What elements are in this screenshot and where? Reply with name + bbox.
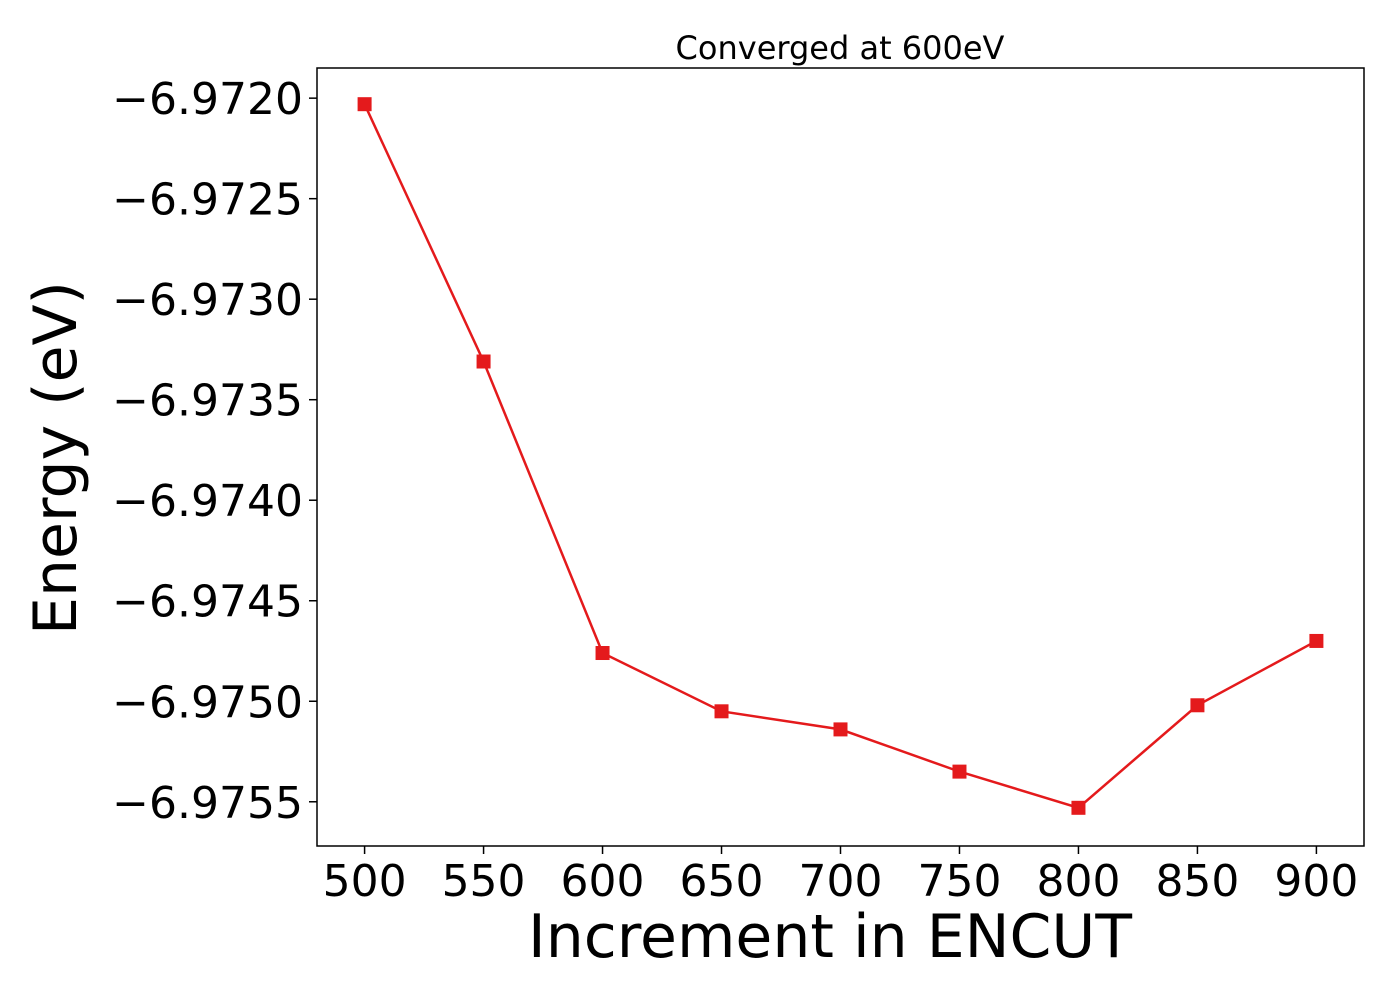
y-tick-label: −6.9755 xyxy=(112,778,303,829)
y-axis-label: Energy (eV) xyxy=(21,281,91,635)
y-axis: −6.9720 −6.9725 −6.9730 −6.9735 −6.9740 −6.97… xyxy=(112,74,317,829)
data-point xyxy=(1071,800,1086,815)
y-tick-label: −6.9750 xyxy=(112,677,303,728)
data-point xyxy=(1309,633,1324,648)
data-point xyxy=(595,646,610,661)
x-tick-label: 750 xyxy=(917,856,1001,907)
data-point xyxy=(833,722,848,737)
data-point xyxy=(357,97,372,112)
chart-title: Converged at 600eV xyxy=(676,29,1005,67)
x-tick-label: 500 xyxy=(323,856,407,907)
series-line xyxy=(363,103,1318,810)
y-tick-label: −6.9735 xyxy=(112,376,303,427)
data-point xyxy=(714,704,729,719)
x-tick-label: 700 xyxy=(799,856,883,907)
x-tick-label: 550 xyxy=(442,856,526,907)
x-axis-label: Increment in ENCUT xyxy=(528,902,1132,972)
plot-area xyxy=(316,67,1365,847)
x-axis: 500 550 600 650 700 750 800 850 900 xyxy=(323,846,1358,907)
x-tick-label: 650 xyxy=(680,856,764,907)
y-tick-label: −6.9745 xyxy=(112,577,303,628)
data-point xyxy=(952,764,967,779)
y-tick-label: −6.9720 xyxy=(112,74,303,125)
x-tick-label: 600 xyxy=(561,856,645,907)
y-tick-label: −6.9725 xyxy=(112,175,303,226)
y-tick-label: −6.9740 xyxy=(112,476,303,527)
data-point xyxy=(1190,698,1205,713)
x-tick-label: 900 xyxy=(1274,856,1358,907)
y-tick-label: −6.9730 xyxy=(112,275,303,326)
x-tick-label: 800 xyxy=(1036,856,1120,907)
x-tick-label: 850 xyxy=(1155,856,1239,907)
data-point xyxy=(476,354,491,369)
